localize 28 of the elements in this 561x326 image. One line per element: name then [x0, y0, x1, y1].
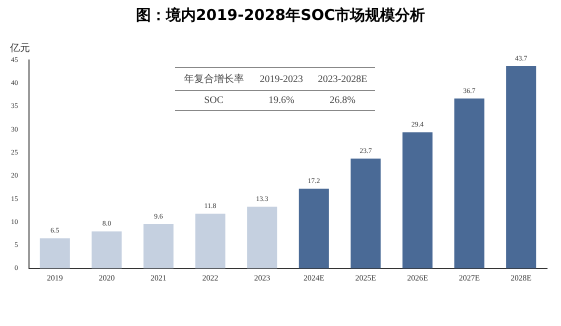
annotation: 年复合增长率	[182, 72, 245, 87]
x-tick-label: 2019	[46, 273, 63, 282]
annotation: 26.8%	[328, 94, 356, 108]
x-tick-label: 2020	[98, 273, 115, 282]
x-tick-label: 2027E	[458, 273, 480, 282]
x-tick-label: 2025E	[355, 273, 376, 282]
x-tick-label: 2022	[202, 273, 218, 282]
x-tick-label: 2024E	[303, 273, 324, 282]
annotation: 2023-2028E	[316, 72, 368, 86]
bar	[402, 132, 433, 268]
x-tick-label: 2026E	[407, 273, 428, 282]
y-axis-title: 亿元	[10, 42, 30, 55]
chart-title: 图：境内2019-2028年SOC市场规模分析	[134, 6, 426, 25]
x-tick-label: 2028E	[510, 273, 532, 282]
bar	[454, 98, 484, 268]
annotation: 2019-2023	[258, 72, 304, 86]
bar	[506, 66, 536, 268]
bar	[143, 224, 174, 268]
bar	[40, 238, 70, 268]
bar	[350, 158, 381, 268]
bar	[247, 206, 278, 268]
bar	[195, 214, 226, 268]
annotation: SOC	[203, 94, 225, 108]
bar	[298, 188, 329, 268]
annotation: 19.6%	[267, 94, 296, 108]
bar	[92, 231, 122, 268]
x-tick-label: 2023	[254, 273, 270, 282]
x-tick-label: 2021	[150, 273, 166, 282]
